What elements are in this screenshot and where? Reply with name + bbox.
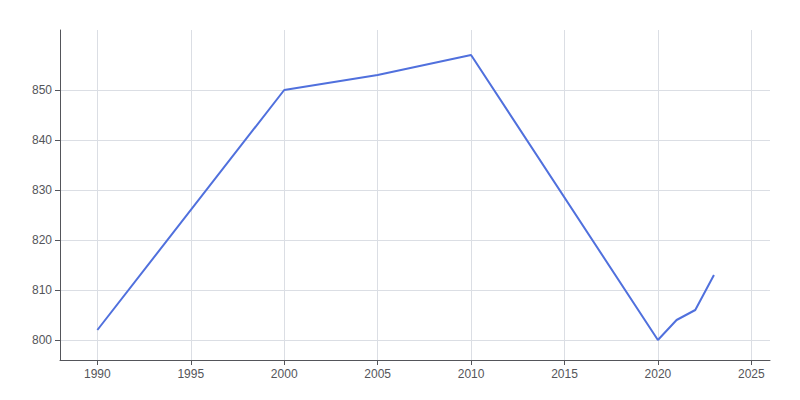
svg-text:820: 820 (32, 233, 52, 247)
svg-text:1990: 1990 (84, 367, 111, 381)
svg-text:2010: 2010 (458, 367, 485, 381)
svg-text:810: 810 (32, 283, 52, 297)
svg-text:1995: 1995 (177, 367, 204, 381)
svg-text:2000: 2000 (271, 367, 298, 381)
svg-text:800: 800 (32, 333, 52, 347)
svg-text:830: 830 (32, 183, 52, 197)
svg-text:2020: 2020 (645, 367, 672, 381)
svg-text:840: 840 (32, 133, 52, 147)
svg-text:2005: 2005 (364, 367, 391, 381)
svg-text:2025: 2025 (738, 367, 765, 381)
svg-text:850: 850 (32, 83, 52, 97)
svg-text:2015: 2015 (551, 367, 578, 381)
